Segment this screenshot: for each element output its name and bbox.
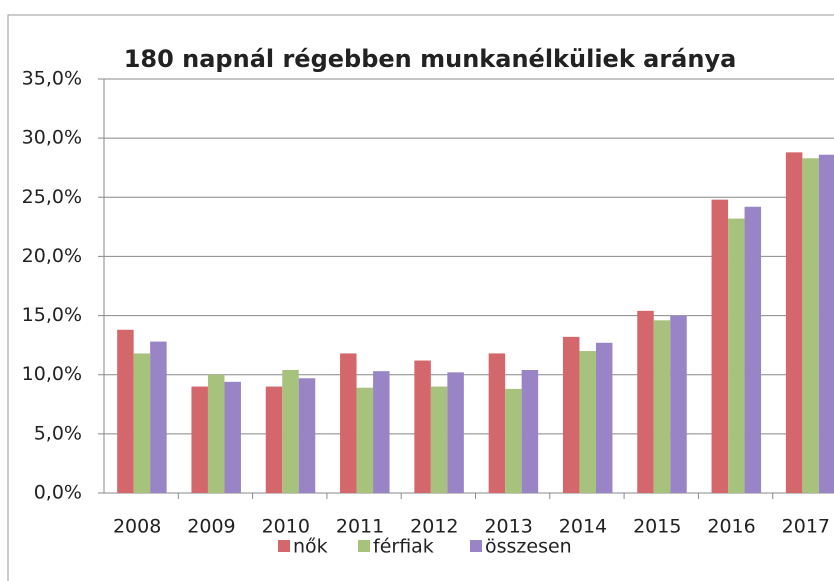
y-tick-label: 20,0% [22,245,82,267]
y-tick-label: 35,0% [22,68,82,90]
y-tick-label: 30,0% [22,127,82,149]
x-tick-label: 2015 [633,516,681,538]
x-tick-label: 2009 [187,516,235,538]
legend-label: nők [293,536,328,558]
bar [207,374,225,493]
bar [414,360,431,493]
bar [728,218,745,493]
bar [282,369,299,493]
bar [430,386,448,493]
bar [653,320,671,493]
x-tick-label: 2012 [410,516,458,538]
bar [340,353,357,493]
bar [818,154,834,493]
bar [744,206,762,493]
bar [670,315,687,493]
x-tick-label: 2008 [113,516,161,538]
bar [711,199,729,493]
bar [595,342,613,493]
bar [191,386,208,493]
bar [298,378,316,493]
bar [265,386,283,493]
x-tick-label: 2010 [262,516,310,538]
bar [505,388,522,493]
y-tick-label: 25,0% [22,186,82,208]
x-tick-label: 2013 [484,516,532,538]
y-tick-label: 0,0% [34,482,82,504]
chart-border [7,14,834,581]
x-tick-label: 2011 [336,516,384,538]
bar [133,353,151,493]
bar [447,372,464,493]
bar [150,341,167,493]
y-tick-label: 10,0% [22,363,82,385]
legend-swatch [278,540,290,552]
bar [224,381,241,493]
x-tick-label: 2017 [782,516,830,538]
y-tick-label: 15,0% [22,304,82,326]
bar [802,158,819,493]
bar [356,387,374,493]
bar [117,329,134,493]
legend-label: összesen [485,536,572,558]
legend-swatch [470,540,482,552]
bar [562,336,580,493]
legend-swatch [358,540,370,552]
x-tick-label: 2016 [707,516,755,538]
legend-label: férfiak [373,536,434,558]
bar [579,351,596,493]
chart-title: 180 napnál régebben munkanélküliek arány… [124,45,737,73]
bar [785,152,803,493]
bar [637,310,654,493]
bar [373,371,390,493]
bar [488,353,506,493]
x-tick-label: 2014 [559,516,607,538]
y-tick-label: 5,0% [34,422,82,444]
bar [521,369,539,493]
